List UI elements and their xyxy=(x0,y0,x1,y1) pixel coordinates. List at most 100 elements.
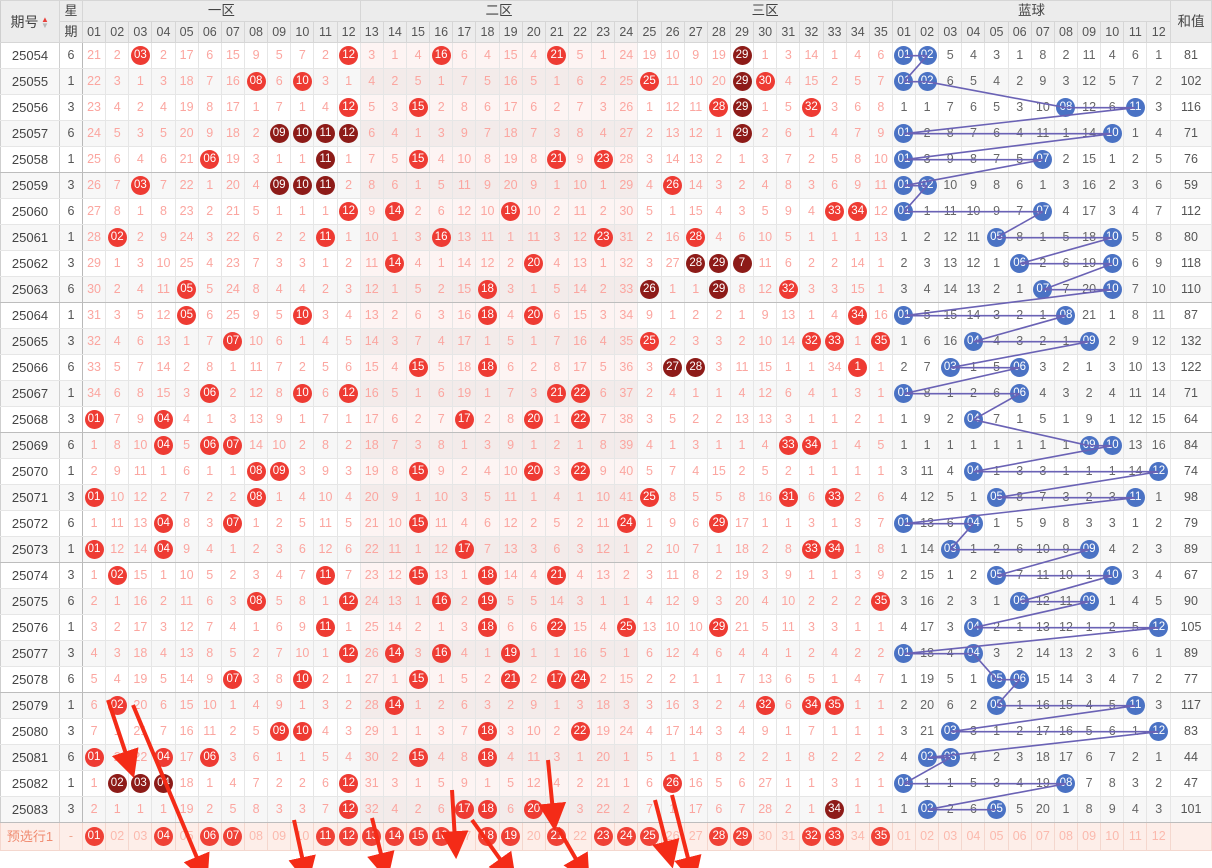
red-cell[interactable]: 5 xyxy=(429,354,454,381)
red-cell[interactable]: 2 xyxy=(521,666,546,693)
red-cell[interactable]: 2 xyxy=(220,380,245,407)
red-cell[interactable]: 15 xyxy=(405,744,431,771)
red-cell[interactable]: 12 xyxy=(336,120,361,147)
red-cell[interactable]: 12 xyxy=(336,770,361,797)
red-cell[interactable]: 3 xyxy=(429,718,454,745)
blue-cell[interactable]: 1 xyxy=(938,432,963,459)
row-issue[interactable]: 25064 xyxy=(0,302,60,329)
red-cell[interactable]: 4 xyxy=(313,94,338,121)
row-issue[interactable]: 25083 xyxy=(0,796,60,823)
prediction-red-cell[interactable]: 32 xyxy=(799,822,824,851)
blue-cell[interactable]: 09 xyxy=(1077,328,1102,355)
red-cell[interactable]: 4 xyxy=(359,68,384,95)
red-cell[interactable]: 05 xyxy=(174,276,199,303)
red-cell[interactable]: 2 xyxy=(336,250,361,277)
red-cell[interactable]: 1 xyxy=(683,380,708,407)
red-cell[interactable]: 14 xyxy=(452,250,477,277)
blue-cell[interactable]: 1 xyxy=(1123,510,1148,537)
prediction-red-cell[interactable]: 22 xyxy=(567,822,593,851)
red-cell[interactable]: 8 xyxy=(151,198,176,225)
red-cell[interactable]: 15 xyxy=(220,42,245,69)
blue-cell[interactable]: 15 xyxy=(1146,406,1171,433)
row-issue[interactable]: 25073 xyxy=(0,536,60,563)
red-cell[interactable]: 1 xyxy=(521,328,546,355)
red-cell[interactable]: 7 xyxy=(336,562,361,589)
red-cell[interactable]: 1 xyxy=(753,42,778,69)
red-cell[interactable]: 17 xyxy=(452,796,477,823)
red-cell[interactable]: 2 xyxy=(290,770,315,797)
red-cell[interactable]: 20 xyxy=(174,120,199,147)
blue-cell[interactable]: 02 xyxy=(915,68,940,95)
header-number-red-33[interactable]: 33 xyxy=(822,21,847,43)
red-cell[interactable]: 8 xyxy=(382,458,407,485)
red-cell[interactable]: 3 xyxy=(197,224,222,251)
row-issue[interactable]: 25061 xyxy=(0,224,60,251)
red-cell[interactable]: 20 xyxy=(729,588,755,615)
red-cell[interactable]: 22 xyxy=(567,406,593,433)
red-cell[interactable]: 4 xyxy=(521,42,546,69)
red-cell[interactable]: 5 xyxy=(267,302,292,329)
blue-cell[interactable]: 07 xyxy=(1030,198,1055,225)
red-cell[interactable]: 6 xyxy=(405,302,431,329)
red-cell[interactable]: 3 xyxy=(637,562,662,589)
blue-cell[interactable]: 8 xyxy=(1146,224,1171,251)
red-cell[interactable]: 1 xyxy=(822,458,847,485)
red-cell[interactable]: 21 xyxy=(220,198,245,225)
blue-cell[interactable]: 02 xyxy=(915,744,940,771)
blue-cell[interactable]: 3 xyxy=(984,770,1009,797)
prediction-red-cell[interactable]: 35 xyxy=(868,822,893,851)
red-cell[interactable]: 1 xyxy=(405,536,431,563)
blue-cell[interactable]: 16 xyxy=(1077,172,1102,199)
red-cell[interactable]: 6 xyxy=(845,94,870,121)
blue-cell[interactable]: 4 xyxy=(1007,120,1032,147)
red-cell[interactable]: 3 xyxy=(290,796,315,823)
red-cell[interactable]: 8 xyxy=(452,94,477,121)
blue-cell[interactable]: 7 xyxy=(984,406,1009,433)
red-cell[interactable]: 26 xyxy=(614,94,639,121)
red-cell[interactable]: 11 xyxy=(243,354,269,381)
blue-cell[interactable]: 9 xyxy=(915,406,940,433)
red-cell[interactable]: 2 xyxy=(660,666,685,693)
red-cell[interactable]: 14 xyxy=(567,276,593,303)
red-cell[interactable]: 9 xyxy=(105,458,130,485)
red-cell[interactable]: 5 xyxy=(544,796,569,823)
red-cell[interactable]: 1 xyxy=(660,302,685,329)
red-cell[interactable]: 31 xyxy=(776,484,801,511)
red-cell[interactable]: 1 xyxy=(822,224,847,251)
blue-cell[interactable]: 9 xyxy=(1100,796,1125,823)
red-cell[interactable]: 5 xyxy=(151,120,176,147)
red-cell[interactable]: 11 xyxy=(313,120,338,147)
red-cell[interactable]: 19 xyxy=(706,42,731,69)
red-cell[interactable]: 3 xyxy=(567,588,593,615)
red-cell[interactable]: 16 xyxy=(498,68,523,95)
blue-cell[interactable]: 11 xyxy=(915,458,940,485)
blue-cell[interactable]: 11 xyxy=(1030,562,1055,589)
blue-cell[interactable]: 6 xyxy=(915,328,940,355)
blue-cell[interactable]: 18 xyxy=(1077,224,1102,251)
red-cell[interactable]: 2 xyxy=(845,484,870,511)
red-cell[interactable]: 28 xyxy=(683,224,708,251)
blue-cell[interactable]: 5 xyxy=(938,484,963,511)
red-cell[interactable]: 1 xyxy=(706,666,731,693)
blue-cell[interactable]: 1 xyxy=(1077,614,1102,641)
blue-cell[interactable]: 01 xyxy=(891,770,917,797)
blue-cell[interactable]: 4 xyxy=(938,458,963,485)
red-cell[interactable]: 1 xyxy=(868,458,893,485)
red-cell[interactable]: 4 xyxy=(151,640,176,667)
red-cell[interactable]: 1 xyxy=(382,224,407,251)
red-cell[interactable]: 7 xyxy=(567,94,593,121)
red-cell[interactable]: 10 xyxy=(313,484,338,511)
red-cell[interactable]: 6 xyxy=(567,68,593,95)
blue-cell[interactable]: 2 xyxy=(1123,536,1148,563)
blue-cell[interactable]: 16 xyxy=(1030,692,1055,719)
red-cell[interactable]: 14 xyxy=(683,718,708,745)
red-cell[interactable]: 6 xyxy=(382,406,407,433)
blue-cell[interactable]: 4 xyxy=(1077,692,1102,719)
red-cell[interactable]: 9 xyxy=(868,562,893,589)
red-cell[interactable]: 1 xyxy=(845,718,870,745)
red-cell[interactable]: 5 xyxy=(267,42,292,69)
red-cell[interactable]: 9 xyxy=(290,614,315,641)
red-cell[interactable]: 02 xyxy=(105,562,130,589)
red-cell[interactable]: 2 xyxy=(521,354,546,381)
red-cell[interactable]: 4 xyxy=(776,68,801,95)
